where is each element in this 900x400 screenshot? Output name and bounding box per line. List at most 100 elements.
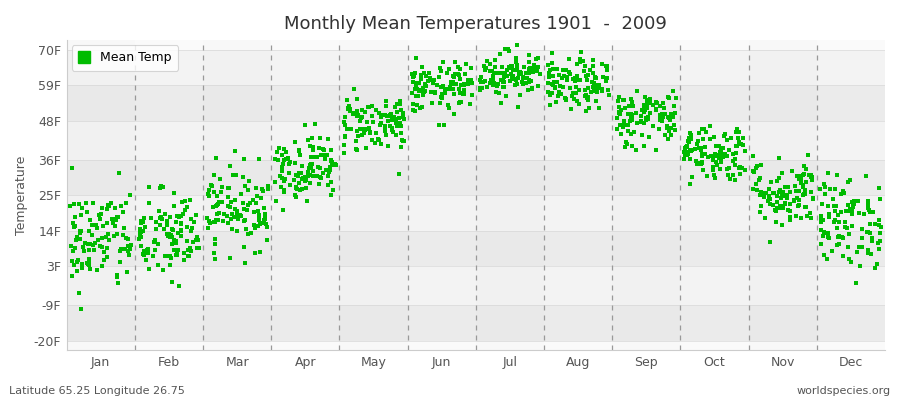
Point	[762, 194, 777, 200]
Point	[484, 77, 499, 83]
Point	[780, 193, 795, 199]
Point	[501, 48, 516, 54]
Point	[444, 80, 458, 86]
Point	[794, 215, 808, 221]
Point	[292, 170, 306, 176]
Point	[406, 106, 420, 113]
Point	[371, 136, 385, 142]
Point	[163, 262, 177, 268]
Point	[292, 152, 307, 159]
Point	[169, 252, 184, 259]
Point	[311, 145, 326, 151]
Point	[298, 122, 312, 128]
Point	[753, 162, 768, 168]
Point	[229, 172, 243, 178]
Point	[592, 82, 607, 88]
Point	[338, 122, 353, 128]
Point	[655, 111, 670, 117]
Point	[653, 116, 668, 123]
Point	[576, 58, 590, 64]
Point	[301, 172, 315, 179]
Point	[86, 246, 101, 253]
Point	[295, 163, 310, 170]
Point	[184, 228, 198, 235]
Point	[240, 207, 255, 213]
Point	[730, 126, 744, 132]
Point	[89, 224, 104, 231]
Point	[774, 195, 788, 201]
Point	[162, 253, 176, 260]
Point	[75, 205, 89, 212]
Point	[763, 239, 778, 246]
Point	[570, 73, 584, 79]
Point	[92, 212, 106, 218]
Point	[821, 234, 835, 240]
Point	[457, 87, 472, 93]
Point	[361, 104, 375, 110]
Point	[852, 210, 867, 216]
Point	[251, 217, 266, 224]
Point	[612, 109, 626, 116]
Point	[493, 50, 508, 57]
Point	[685, 147, 699, 154]
Point	[706, 164, 720, 170]
Point	[141, 184, 156, 190]
Point	[770, 219, 784, 225]
Point	[366, 119, 381, 125]
Point	[88, 240, 103, 246]
Point	[276, 207, 291, 213]
Point	[414, 76, 428, 82]
Point	[494, 64, 508, 70]
Point	[201, 224, 215, 231]
Point	[637, 142, 652, 149]
Point	[817, 230, 832, 237]
Point	[480, 84, 494, 90]
Point	[614, 130, 628, 137]
Bar	[135, 40, 203, 350]
Point	[328, 162, 343, 168]
Point	[252, 212, 266, 218]
Point	[166, 247, 181, 253]
Point	[372, 137, 386, 144]
Point	[409, 82, 423, 88]
Point	[267, 156, 282, 162]
Point	[409, 107, 423, 114]
Point	[68, 245, 82, 251]
Point	[299, 184, 313, 191]
Point	[866, 209, 880, 216]
Point	[845, 208, 859, 214]
Point	[852, 262, 867, 269]
Point	[872, 184, 886, 191]
Point	[814, 218, 829, 225]
Point	[444, 79, 458, 86]
Point	[325, 159, 339, 165]
Point	[390, 123, 404, 130]
Point	[479, 65, 493, 72]
Point	[706, 172, 721, 178]
Point	[634, 118, 648, 124]
Point	[694, 145, 708, 152]
Point	[720, 166, 734, 172]
Point	[136, 219, 150, 225]
Point	[310, 164, 325, 171]
Point	[134, 234, 148, 240]
Point	[783, 201, 797, 207]
Point	[283, 158, 297, 165]
Point	[310, 154, 324, 160]
Point	[818, 184, 832, 190]
Point	[362, 104, 376, 111]
Point	[837, 190, 851, 196]
Point	[873, 238, 887, 245]
Point	[425, 100, 439, 106]
Point	[362, 125, 376, 132]
Point	[452, 86, 466, 92]
Point	[588, 85, 602, 91]
Point	[276, 186, 291, 193]
Point	[137, 248, 151, 254]
Point	[275, 163, 290, 170]
Point	[457, 71, 472, 77]
Point	[518, 80, 533, 86]
Point	[553, 83, 567, 90]
Point	[804, 188, 818, 195]
Point	[101, 231, 115, 237]
